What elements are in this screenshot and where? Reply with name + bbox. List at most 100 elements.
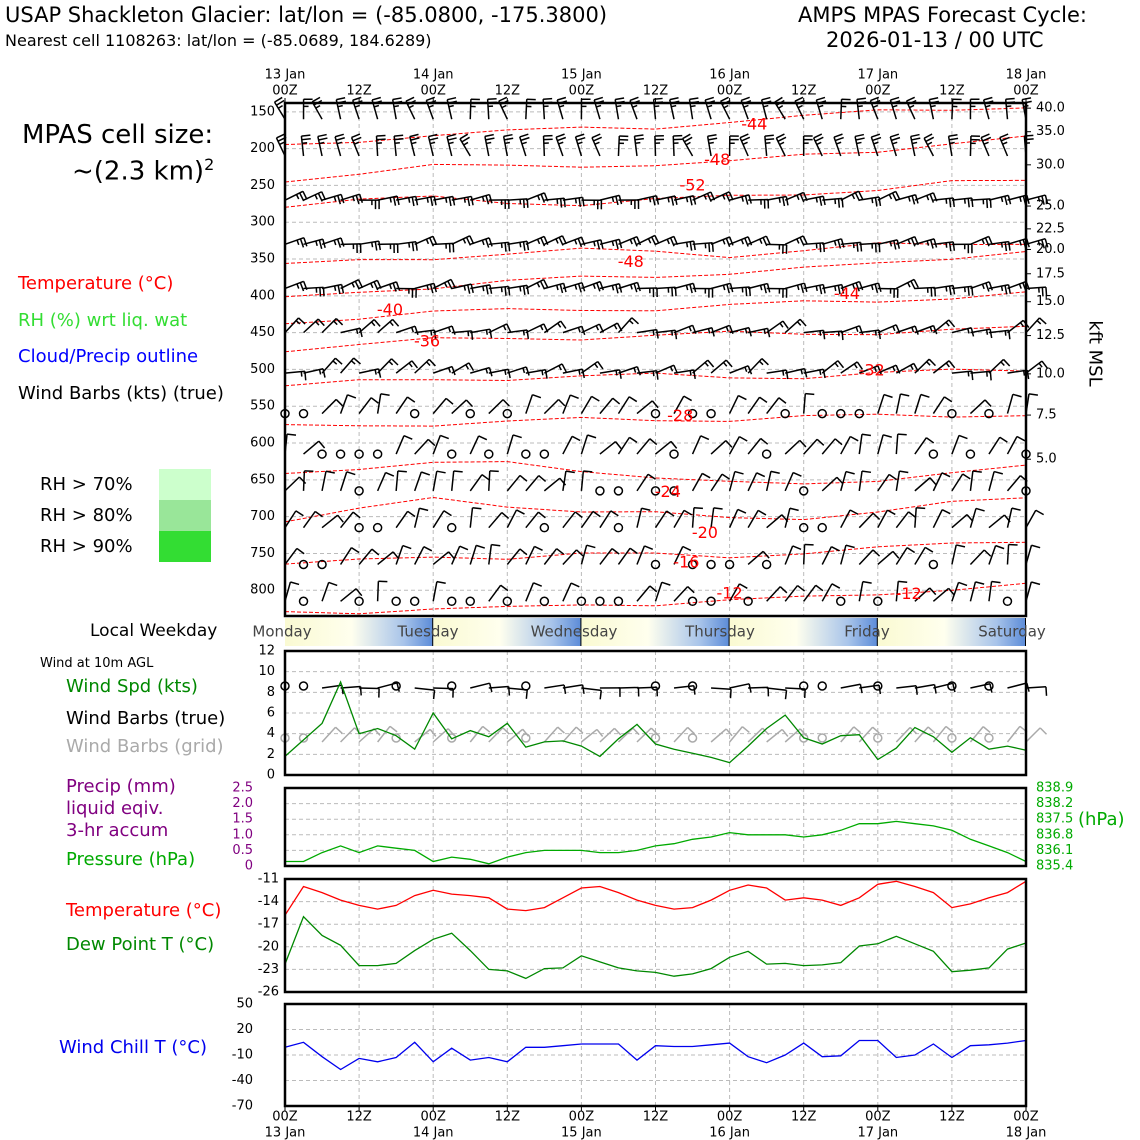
wind-barb-flag — [799, 193, 805, 203]
wind-barb-shaft — [562, 549, 578, 565]
wind-barb-flag — [952, 285, 956, 295]
wind-barb-flag — [299, 192, 305, 202]
wind-barb-flag — [519, 242, 522, 248]
wind-barb-shaft — [451, 283, 472, 290]
wind-barb-flag — [317, 192, 323, 202]
calm-marker — [446, 449, 457, 459]
wind-barb-flag — [407, 510, 416, 518]
wind-barb-flag — [777, 136, 787, 142]
wind-barb-shaft — [358, 240, 379, 246]
wind-barb-flag — [613, 727, 622, 736]
wind-barb-flag — [945, 725, 954, 733]
wind-barb-flag — [521, 141, 527, 145]
wind-barb-flag — [700, 435, 710, 441]
calm-marker — [817, 408, 827, 419]
wind-barb-flag — [656, 329, 659, 339]
wind-barb-flag — [540, 193, 546, 203]
wind-barb-shaft — [951, 582, 960, 602]
wind-barbs-true-label: Wind Barbs (true) — [66, 708, 226, 729]
pressure-tick-label: 550 — [250, 399, 275, 414]
wind-tick-label: 12 — [258, 644, 275, 659]
wind-barb-flag — [852, 283, 856, 290]
wind-barb-flag — [488, 237, 493, 247]
wind-barb-shaft — [951, 514, 968, 529]
calm-marker — [743, 596, 753, 607]
wind-barb-flag — [472, 507, 482, 510]
wind-barb-flag — [1041, 360, 1048, 369]
wind-barb-shaft — [1006, 507, 1013, 528]
wind-barb-flag — [429, 284, 434, 294]
wind-barb-flag — [907, 239, 911, 245]
wind-barb-flag — [374, 369, 377, 375]
wind-barb-flag — [318, 137, 328, 141]
wind-barb-shaft — [729, 726, 743, 743]
wind-barb-flag — [744, 237, 749, 247]
wind-barb-flag — [920, 393, 930, 398]
wind-barb-flag — [855, 137, 865, 141]
wind-barb-flag — [1035, 509, 1045, 516]
height-tick-label: 35.0 — [1036, 124, 1065, 139]
wind-barb-flag — [595, 325, 600, 331]
wind-barb-flag — [447, 137, 457, 141]
wind-barb-shaft — [636, 508, 643, 528]
wind-barb-shaft — [507, 284, 528, 290]
wind-barb-flag — [925, 136, 935, 143]
wind-barb-flag — [764, 134, 774, 137]
wind-barb-flag — [837, 239, 842, 249]
wind-barb-flag — [615, 284, 619, 294]
wind-barb-flag — [781, 728, 789, 737]
wind-barb-flag — [707, 104, 713, 108]
wind-barb-flag — [652, 196, 656, 206]
wind-barb-flag — [593, 241, 596, 247]
wind-barb-flag — [328, 581, 338, 587]
rh-70-label: RH > 70% — [40, 474, 133, 495]
wind-barb-shaft — [433, 242, 454, 246]
wind-barb-shaft — [562, 196, 583, 201]
wind-barb-flag — [481, 239, 485, 246]
wind-barb-flag — [906, 546, 916, 554]
wind-barb-flag — [385, 471, 395, 477]
wind-barb-flag — [983, 141, 989, 145]
wind-barb-flag — [929, 326, 933, 332]
wind-barb-flag — [941, 509, 951, 515]
wind-barb-shaft — [618, 686, 639, 689]
wind-barb-flag — [993, 470, 1004, 475]
wind-barb-flag — [693, 506, 703, 510]
wind-barb-flag — [929, 477, 937, 486]
wind-barb-flag — [636, 282, 641, 292]
wind-barb-flag — [671, 330, 674, 336]
wind-barb-shaft — [562, 470, 567, 491]
wind-barb-flag — [1018, 283, 1022, 289]
wind-barb-shaft — [988, 545, 997, 565]
wind-barb-flag — [1031, 581, 1041, 586]
wind-barb-flag — [845, 470, 855, 475]
cloud-legend: Cloud/Precip outline — [18, 346, 199, 367]
wind-barb-shaft — [729, 194, 750, 201]
cycle-title: AMPS MPAS Forecast Cycle: — [798, 3, 1087, 27]
wind-barb-flag — [872, 549, 881, 557]
pressure-right-tick-label: 837.5 — [1036, 812, 1073, 827]
wind-barb-flag — [891, 136, 901, 142]
wind-barb-shaft — [470, 284, 491, 290]
wind-barb-flag — [577, 238, 583, 248]
wind-barb-shaft — [488, 584, 502, 602]
wind-barb-flag — [831, 583, 841, 589]
wind-barb-flag — [981, 283, 985, 290]
chill-tick-label: 20 — [236, 1022, 253, 1037]
wind-barb-flag — [693, 241, 696, 251]
wind-barb-shaft — [833, 136, 842, 157]
wind-barb-flag — [389, 197, 392, 203]
wind-barb-shaft — [414, 282, 435, 290]
chill-tick-label: -10 — [232, 1048, 253, 1063]
wind-barb-flag — [1044, 194, 1049, 204]
wind-barb-flag — [1000, 285, 1004, 292]
wind-barb-flag — [500, 584, 509, 592]
wind-barb-flag — [500, 287, 503, 293]
wind-barb-flag — [1004, 196, 1008, 206]
wind-barb-flag — [956, 544, 966, 548]
wind-barb-flag — [445, 197, 448, 203]
wind-barb-flag — [279, 141, 285, 146]
wind-barb-shaft — [766, 687, 787, 692]
wind-barb-shaft — [673, 510, 685, 529]
wind-barbs-legend: Wind Barbs (kts) (true) — [18, 383, 224, 404]
